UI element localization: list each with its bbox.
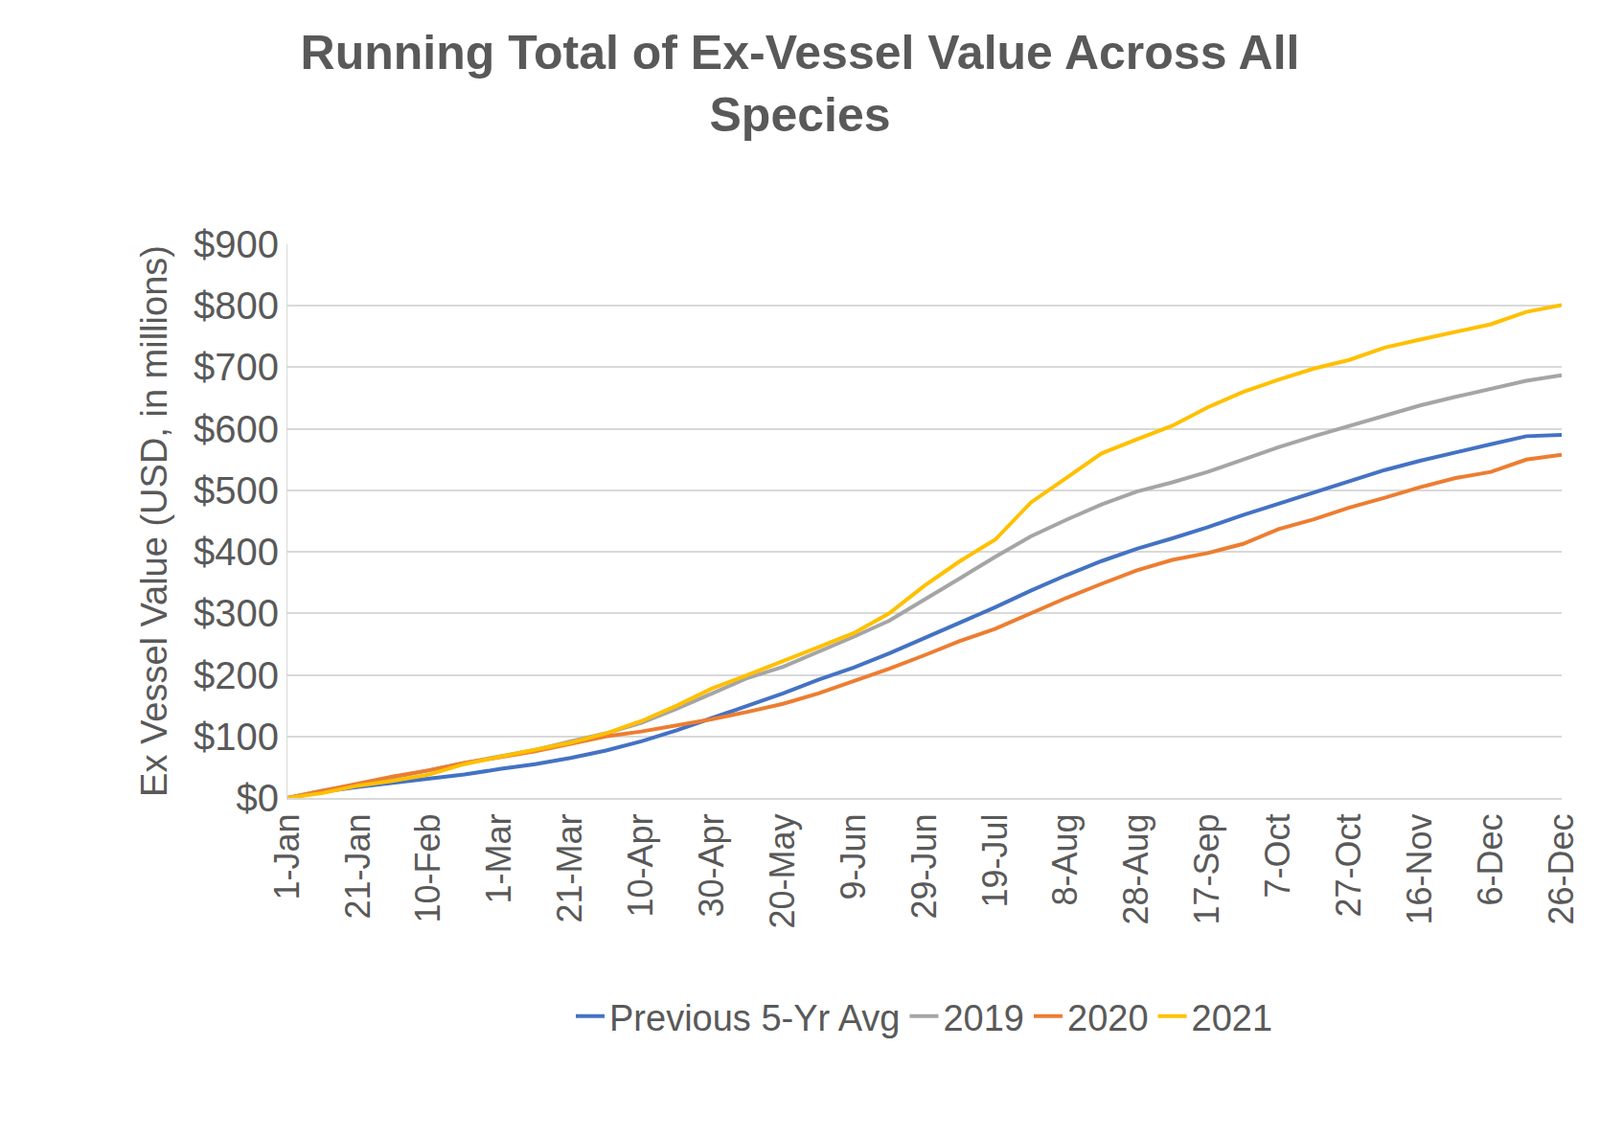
svg-text:7-Oct: 7-Oct (1257, 813, 1298, 898)
svg-text:19-Jul: 19-Jul (975, 813, 1015, 908)
svg-text:26-Dec: 26-Dec (1541, 813, 1581, 925)
svg-text:$100: $100 (193, 715, 279, 758)
svg-text:10-Feb: 10-Feb (408, 813, 448, 923)
svg-text:8-Aug: 8-Aug (1045, 813, 1085, 906)
svg-text:$200: $200 (193, 654, 279, 697)
svg-text:2020: 2020 (1067, 998, 1149, 1039)
svg-text:10-Apr: 10-Apr (620, 813, 661, 917)
svg-text:$600: $600 (193, 408, 279, 451)
svg-text:27-Oct: 27-Oct (1328, 813, 1369, 917)
svg-text:2019: 2019 (942, 998, 1025, 1039)
svg-text:29-Jun: 29-Jun (904, 813, 944, 919)
svg-text:1-Mar: 1-Mar (479, 813, 519, 904)
svg-text:$500: $500 (193, 469, 279, 512)
svg-text:Running Total of Ex-Vessel Val: Running Total of Ex-Vessel Value Across … (300, 25, 1301, 142)
svg-text:30-Apr: 30-Apr (691, 813, 732, 917)
svg-text:$400: $400 (193, 530, 279, 573)
svg-text:$0: $0 (236, 777, 280, 820)
svg-text:Ex Vessel Value (USD, in milli: Ex Vessel Value (USD, in millions) (134, 245, 175, 798)
svg-text:1-Jan: 1-Jan (267, 813, 307, 900)
svg-text:28-Aug: 28-Aug (1116, 813, 1156, 925)
svg-text:20-May: 20-May (762, 813, 802, 929)
svg-text:16-Nov: 16-Nov (1399, 813, 1440, 925)
svg-text:21-Jan: 21-Jan (338, 813, 378, 919)
svg-text:$800: $800 (193, 284, 279, 327)
svg-text:$300: $300 (193, 592, 279, 635)
svg-text:6-Dec: 6-Dec (1470, 813, 1510, 906)
svg-text:Previous 5-Yr Avg: Previous 5-Yr Avg (609, 998, 900, 1039)
svg-text:21-Mar: 21-Mar (549, 813, 590, 923)
svg-text:$700: $700 (193, 345, 279, 389)
svg-text:9-Jun: 9-Jun (833, 813, 873, 900)
svg-text:17-Sep: 17-Sep (1187, 813, 1227, 925)
svg-text:2021: 2021 (1191, 998, 1274, 1039)
svg-text:$900: $900 (193, 223, 279, 266)
